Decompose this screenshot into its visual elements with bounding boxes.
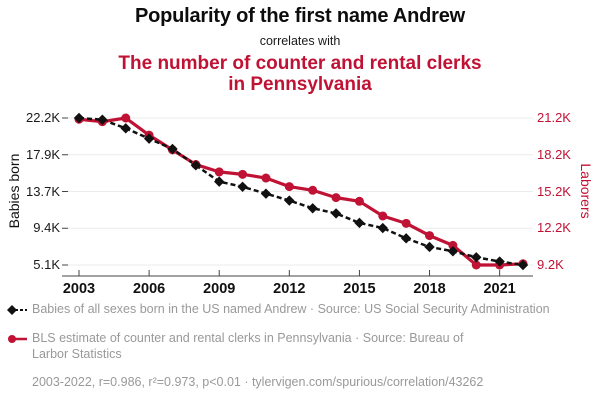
correlates-with-label: correlates with <box>259 34 341 48</box>
legend: Babies of all sexes born in the US named… <box>7 301 595 390</box>
data-point-andrew <box>354 217 365 229</box>
data-point-clerks <box>401 218 411 228</box>
left-axis-tick-label: 13.7K <box>26 183 60 199</box>
data-point-andrew <box>97 114 108 125</box>
chart-title-primary: Popularity of the first name Andrew <box>134 5 466 27</box>
data-point-clerks <box>214 167 224 177</box>
data-point-andrew <box>237 181 248 192</box>
stats-footer: 2003-2022, r=0.986, r²=0.973, p<0.01 · t… <box>32 375 484 389</box>
data-point-andrew <box>143 133 155 144</box>
right-axis-tick-label: 12.2K <box>537 220 571 236</box>
data-point-clerks <box>331 193 341 203</box>
data-point-andrew <box>494 256 505 267</box>
x-axis-tick-label: 2021 <box>483 281 516 297</box>
data-point-andrew <box>120 123 131 134</box>
data-point-andrew <box>73 112 85 124</box>
x-axis-tick-label: 2006 <box>132 281 166 297</box>
diamond-dashed-line-icon <box>7 304 27 320</box>
right-axis-tick-label: 9.2K <box>537 257 564 272</box>
data-point-andrew <box>377 222 388 234</box>
data-point-clerks <box>425 231 435 241</box>
chart-header: Popularity of the first name Andrew corr… <box>0 0 600 95</box>
data-point-clerks <box>471 260 481 270</box>
circle-solid-line-icon <box>7 333 27 349</box>
data-point-clerks <box>261 173 271 183</box>
left-axis-tick-label: 17.9K <box>26 146 60 162</box>
x-axis-tick-label: 2003 <box>62 281 96 297</box>
data-point-andrew <box>307 203 318 214</box>
data-point-andrew <box>214 176 225 187</box>
data-point-clerks <box>448 240 458 250</box>
data-point-clerks <box>378 211 388 221</box>
data-point-andrew <box>517 259 529 271</box>
data-point-andrew <box>284 195 295 206</box>
legend-item-clerks: BLS estimate of counter and rental clerk… <box>7 330 595 362</box>
data-point-andrew <box>190 160 202 171</box>
left-axis-tick-label: 22.2K <box>26 110 60 125</box>
right-axis-tick-label: 18.2K <box>537 146 571 162</box>
data-point-clerks <box>238 169 248 179</box>
data-point-andrew <box>471 252 482 263</box>
data-point-andrew <box>260 188 272 199</box>
x-axis-tick-label: 2015 <box>343 281 376 297</box>
data-point-andrew <box>424 241 435 253</box>
legend-label-andrew: Babies of all sexes born in the US named… <box>32 302 550 316</box>
data-point-andrew <box>447 246 459 257</box>
series-line-andrew <box>78 116 524 267</box>
data-point-clerks <box>308 185 318 195</box>
x-axis-tick-label: 2018 <box>413 281 446 297</box>
x-axis-tick-label: 2009 <box>203 281 236 297</box>
x-axis-tick-label: 2012 <box>273 281 306 297</box>
data-point-andrew <box>330 208 342 219</box>
right-axis-tick-label: 15.2K <box>537 183 571 199</box>
chart-title-secondary: The number of counter and rental clerks … <box>118 53 482 95</box>
data-point-clerks <box>354 196 364 206</box>
data-point-andrew <box>167 143 178 155</box>
data-point-clerks <box>121 113 131 123</box>
data-point-andrew <box>400 233 412 244</box>
legend-label-clerks: BLS estimate of counter and rental clerk… <box>32 331 464 361</box>
left-axis-tick-label: 9.4K <box>33 220 60 236</box>
data-point-clerks <box>284 182 294 192</box>
left-axis-tick-label: 5.1K <box>33 257 60 272</box>
legend-item-andrew: Babies of all sexes born in the US named… <box>7 301 595 320</box>
right-axis-tick-label: 21.2K <box>537 110 571 125</box>
